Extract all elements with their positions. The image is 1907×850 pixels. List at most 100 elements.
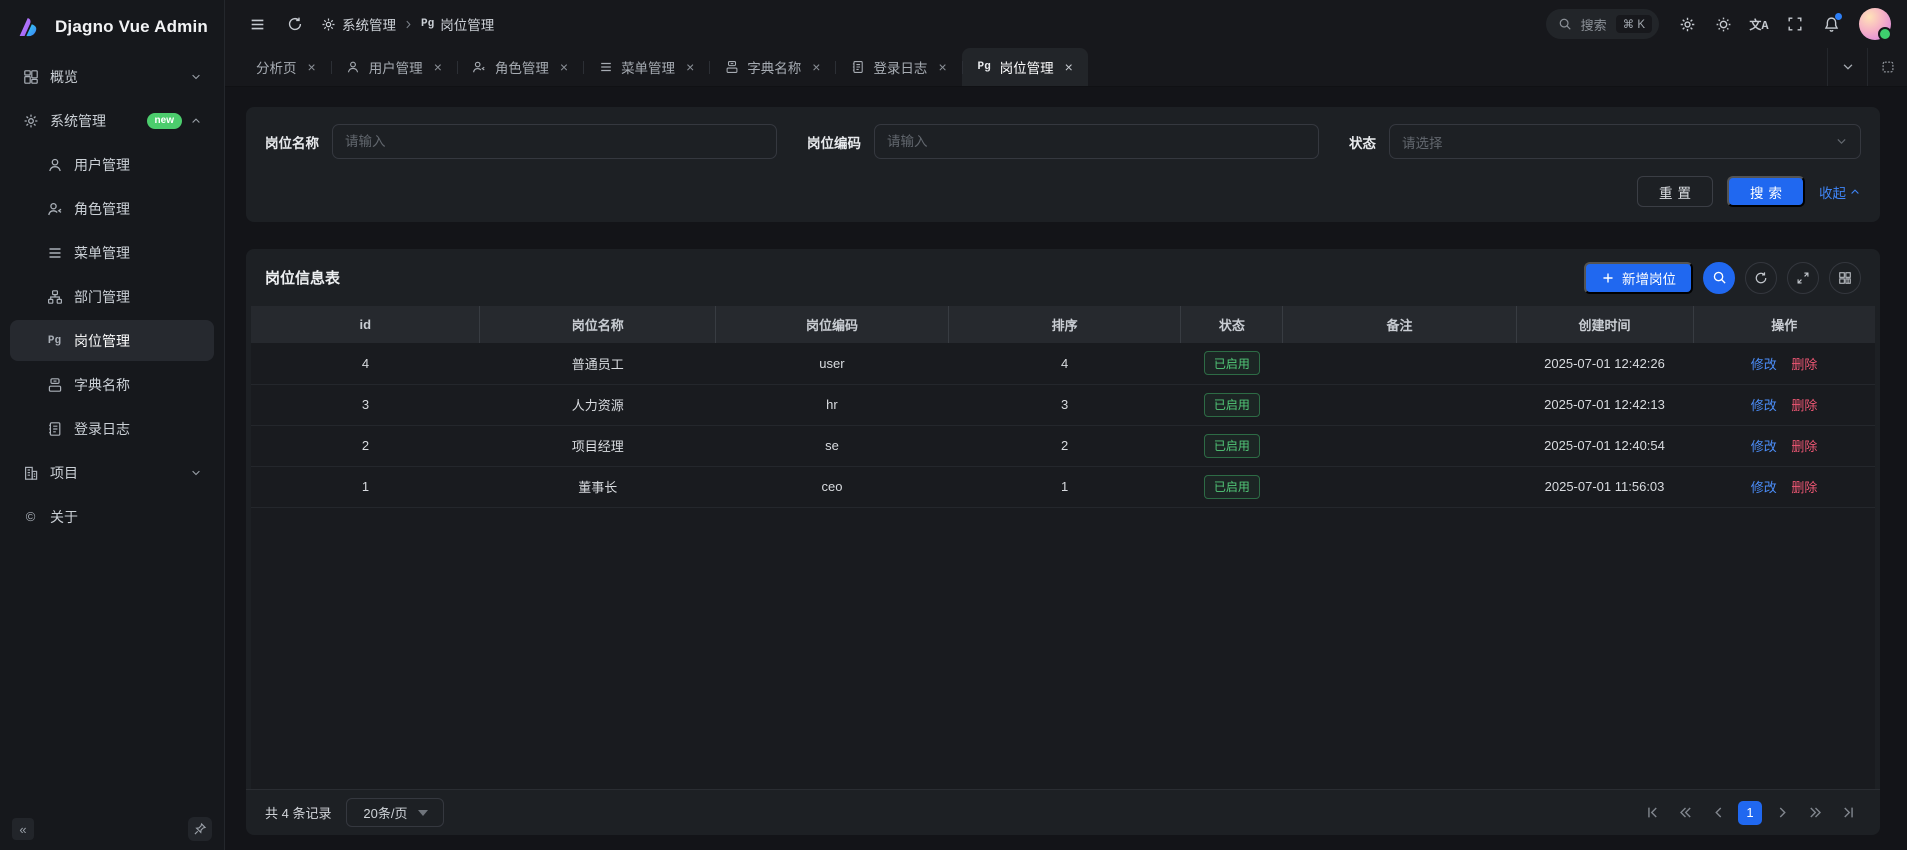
next-page-button[interactable] (1769, 800, 1795, 826)
sidebar-item-users[interactable]: 用户管理 (10, 144, 214, 185)
close-icon[interactable]: × (938, 59, 947, 75)
hamburger-menu-button[interactable] (241, 8, 273, 40)
jump-back-button[interactable] (1672, 800, 1698, 826)
pin-icon (194, 823, 206, 835)
menu-icon (46, 244, 63, 261)
position-name-input[interactable] (345, 134, 764, 149)
delete-link[interactable]: 删除 (1791, 356, 1818, 372)
edit-link[interactable]: 修改 (1750, 398, 1777, 413)
collapse-label: 收起 (1819, 185, 1846, 201)
gear-icon (1679, 16, 1695, 32)
sidebar-item-system[interactable]: 系统管理 new (10, 100, 214, 141)
delete-link[interactable]: 删除 (1791, 480, 1818, 495)
search-button[interactable]: 搜索 (1727, 176, 1805, 207)
table-columns-button[interactable] (1829, 261, 1861, 294)
search-placeholder: 搜索 (1580, 17, 1607, 33)
current-page-button[interactable]: 1 (1738, 800, 1762, 825)
tab-users[interactable]: 用户管理 × (330, 48, 457, 86)
hamburger-icon (250, 19, 264, 29)
table-toolbar: 岗位信息表 新增岗位 (246, 249, 1880, 306)
close-icon[interactable]: × (307, 59, 316, 75)
close-icon[interactable]: × (1064, 59, 1073, 75)
collapse-filters-link[interactable]: 收起 (1819, 182, 1861, 202)
breadcrumb-item-system[interactable]: 系统管理 (321, 14, 396, 34)
refresh-page-button[interactable] (279, 8, 311, 40)
sidebar-item-projects[interactable]: 项目 (10, 452, 214, 493)
tab-label: 角色管理 (494, 61, 549, 76)
jump-forward-button[interactable] (1802, 800, 1828, 826)
field-label: 岗位编码 (807, 135, 861, 151)
table-fullscreen-button[interactable] (1787, 261, 1819, 294)
tab-positions[interactable]: Pg 岗位管理 × (961, 48, 1088, 86)
last-page-button[interactable] (1835, 800, 1861, 826)
cell-name: 普通员工 (479, 343, 716, 385)
tab-analysis[interactable]: 分析页 × (241, 48, 331, 86)
column-header-created: 创建时间 (1516, 306, 1694, 343)
sidebar-pin-button[interactable] (188, 817, 212, 841)
tab-dictionary[interactable]: 字典名称 × (709, 48, 835, 86)
language-button[interactable]: 文A (1743, 8, 1775, 40)
position-code-input[interactable] (887, 134, 1306, 149)
close-icon[interactable]: × (559, 59, 569, 75)
table-search-toggle-button[interactable] (1703, 261, 1735, 294)
tab-label: 菜单管理 (621, 61, 676, 76)
tab-menus[interactable]: 菜单管理 × (583, 48, 709, 86)
filter-actions: 重置 搜索 收起 (265, 176, 1861, 207)
pg-icon: Pg (977, 61, 991, 73)
tab-list-dropdown-button[interactable] (1827, 48, 1867, 86)
close-icon[interactable]: × (686, 59, 695, 75)
edit-link[interactable]: 修改 (1750, 480, 1777, 495)
fullscreen-button[interactable] (1779, 8, 1811, 40)
delete-link[interactable]: 删除 (1791, 439, 1818, 454)
page-size-select[interactable]: 20条/页 (346, 798, 445, 827)
reset-button[interactable]: 重置 (1637, 176, 1713, 207)
table-refresh-button[interactable] (1745, 261, 1777, 294)
sidebar-item-roles[interactable]: 角色管理 (10, 188, 214, 229)
tab-label: 字典名称 (747, 61, 802, 76)
column-header-name: 岗位名称 (479, 306, 716, 343)
edit-link[interactable]: 修改 (1750, 356, 1777, 372)
chevron-up-icon (1851, 189, 1859, 194)
logo-icon (19, 17, 37, 37)
sidebar-item-departments[interactable]: 部门管理 (10, 276, 214, 317)
prev-page-button[interactable] (1705, 800, 1731, 826)
user-avatar[interactable] (1859, 8, 1892, 41)
chevron-down-icon (192, 74, 200, 79)
cell-code: hr (715, 384, 949, 426)
sidebar-item-login-logs[interactable]: 登录日志 (10, 408, 214, 449)
cell-id: 1 (251, 466, 480, 508)
tab-roles[interactable]: 角色管理 × (456, 48, 583, 86)
status-select[interactable]: 请选择 (1389, 124, 1861, 159)
sidebar-item-menus[interactable]: 菜单管理 (10, 232, 214, 273)
topbar: 系统管理 Pg 岗位管理 搜索 ⌘ K (225, 0, 1907, 48)
chevron-right-icon (406, 20, 411, 28)
tab-close-actions-button[interactable] (1867, 48, 1907, 86)
add-position-button[interactable]: 新增岗位 (1584, 261, 1693, 294)
settings-button[interactable] (1671, 8, 1703, 40)
sidebar-item-overview[interactable]: 概览 (10, 56, 214, 97)
dashboard-icon (22, 68, 39, 85)
sidebar-collapse-button[interactable]: « (12, 818, 34, 840)
delete-link[interactable]: 删除 (1791, 398, 1818, 413)
edit-link[interactable]: 修改 (1750, 439, 1777, 454)
sidebar-item-dictionary[interactable]: 字典名称 (10, 364, 214, 405)
theme-toggle-button[interactable] (1707, 8, 1739, 40)
notifications-button[interactable] (1815, 8, 1847, 40)
close-icon[interactable]: × (812, 59, 821, 75)
sidebar-item-about[interactable]: © 关于 (10, 496, 214, 537)
filter-field-position-code: 岗位编码 (807, 124, 1319, 159)
cell-created: 2025-07-01 11:56:03 (1516, 466, 1694, 508)
sidebar-item-label: 部门管理 (74, 288, 130, 305)
status-badge: 已启用 (1203, 351, 1260, 376)
sidebar-item-positions[interactable]: Pg 岗位管理 (10, 320, 214, 361)
total-records-label: 共 4 条记录 (265, 806, 332, 821)
tab-login-logs[interactable]: 登录日志 × (835, 48, 961, 86)
first-page-button[interactable] (1639, 800, 1665, 826)
breadcrumb-item-positions[interactable]: Pg 岗位管理 (421, 14, 494, 34)
breadcrumb-label: 岗位管理 (440, 18, 495, 33)
cell-remark (1282, 343, 1517, 385)
close-icon[interactable]: × (433, 59, 442, 75)
global-search[interactable]: 搜索 ⌘ K (1545, 9, 1659, 39)
sidebar: Djagno Vue Admin 概览 系统管理 new 用户管理 (0, 0, 225, 850)
